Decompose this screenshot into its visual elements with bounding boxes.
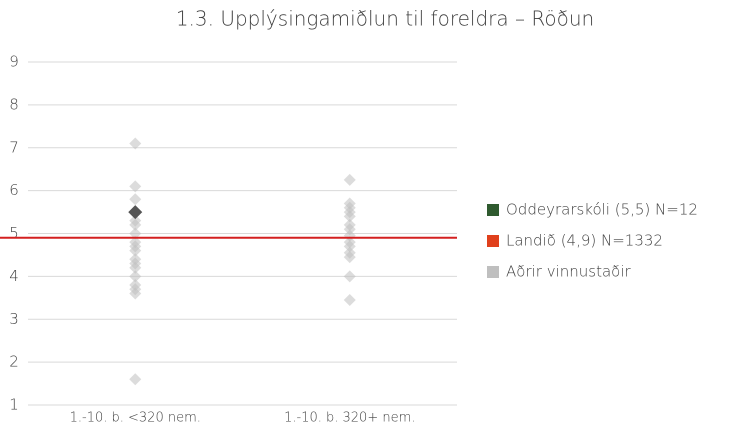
point — [343, 293, 356, 306]
point — [343, 270, 356, 283]
point — [343, 210, 356, 223]
point — [129, 244, 142, 257]
point — [129, 193, 142, 206]
point — [129, 180, 142, 193]
legend-swatch — [487, 266, 499, 278]
y-tick-label: 5 — [9, 224, 19, 242]
point — [129, 137, 142, 150]
y-tick-label: 3 — [9, 310, 19, 328]
y-tick-label: 9 — [9, 53, 19, 71]
x-tick-label: 1.-10. b. <320 nem. — [70, 411, 201, 426]
y-tick-label: 7 — [9, 138, 19, 156]
legend-swatch — [487, 204, 499, 216]
point — [128, 205, 143, 220]
point — [129, 270, 142, 283]
legend-label: Landið (4,9) N=1332 — [506, 232, 663, 250]
legend-swatch — [487, 235, 499, 247]
y-tick-label: 1 — [9, 396, 19, 414]
y-tick-label: 6 — [9, 181, 19, 199]
y-tick-label: 8 — [9, 95, 19, 113]
y-tick-label: 4 — [9, 267, 19, 285]
legend-label: Oddeyrarskóli (5,5) N=12 — [506, 201, 698, 219]
point — [129, 218, 142, 231]
point — [129, 287, 142, 300]
point — [343, 223, 356, 236]
point — [343, 173, 356, 186]
legend-label: Aðrir vinnustaðir — [506, 263, 632, 281]
point — [129, 373, 142, 386]
x-tick-label: 1.-10. b. 320+ nem. — [284, 411, 415, 426]
point — [129, 261, 142, 274]
point — [129, 227, 142, 240]
chart-title: 1.3. Upplýsingamiðlun til foreldra – Röð… — [176, 7, 594, 31]
point — [343, 251, 356, 264]
point — [343, 240, 356, 253]
y-tick-label: 2 — [9, 353, 19, 371]
